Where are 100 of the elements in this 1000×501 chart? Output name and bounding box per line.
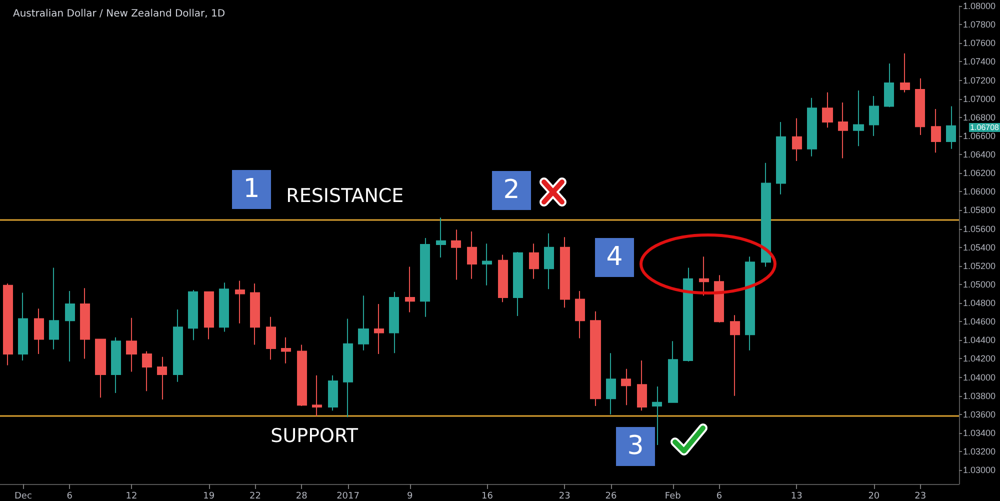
candlestick	[838, 102, 848, 159]
y-tick-label: 1.06200	[963, 168, 996, 178]
candlestick	[219, 282, 229, 332]
y-tick-label: 1.05800	[963, 205, 996, 216]
candlestick	[621, 368, 631, 406]
candlestick	[560, 236, 570, 308]
candlestick	[235, 280, 245, 324]
candlestick	[420, 238, 430, 318]
candlestick	[668, 340, 678, 403]
candlestick	[900, 52, 910, 93]
candlestick	[745, 256, 755, 351]
y-tick-label: 1.06400	[963, 150, 996, 160]
candlestick	[297, 344, 307, 407]
candlestick	[637, 360, 647, 412]
x-tick-label: 12	[126, 492, 138, 501]
candlestick	[652, 386, 662, 446]
x-tick-label: 22	[249, 492, 261, 501]
candlestick	[730, 314, 740, 396]
candlestick	[513, 251, 523, 317]
x-tick-label: 16	[482, 492, 494, 501]
annotation: 4	[595, 238, 634, 277]
candlestick	[683, 267, 693, 362]
x-tick-label: 6	[66, 492, 73, 501]
y-tick-label: 1.04600	[963, 316, 996, 327]
x-tick-label: 23	[558, 492, 570, 501]
candlestick	[389, 291, 399, 354]
y-tick-label: 1.03400	[963, 428, 996, 438]
chart-title: Australian Dollar / New Zealand Dollar, 1D	[13, 8, 226, 20]
candlestick	[49, 267, 59, 350]
candlestick	[157, 356, 167, 400]
x-tick-label: 13	[790, 492, 802, 501]
y-tick-label: 1.07800	[963, 20, 996, 30]
candlestick	[328, 374, 338, 412]
candlestick	[374, 303, 384, 355]
candlestick	[792, 118, 802, 162]
x-tick-label: 26	[605, 492, 617, 501]
candlestick	[173, 309, 183, 382]
x-tick-label: Feb	[664, 492, 682, 501]
candlestick	[95, 338, 106, 398]
ref-line-label: RESISTANCE	[286, 185, 404, 208]
x-tick-label: 20	[868, 492, 880, 501]
x-tick-label: 2017	[336, 492, 360, 501]
candlestick	[142, 350, 152, 392]
y-tick-label: 1.04000	[963, 372, 996, 382]
y-tick-label: 1.07400	[963, 56, 996, 67]
candlestick	[312, 374, 322, 417]
y-tick-label: 1.03800	[963, 390, 996, 401]
y-tick-label: 1.07600	[963, 38, 996, 48]
candlestick	[343, 318, 353, 418]
x-tick-label: 28	[296, 492, 308, 501]
candlestick	[884, 63, 894, 108]
candlestick	[482, 243, 492, 286]
y-tick-label: 1.03200	[963, 446, 996, 457]
candlestick	[436, 217, 446, 258]
candlestick	[606, 352, 616, 415]
candlestick	[699, 256, 709, 296]
y-tick-label: 1.03600	[963, 409, 996, 420]
candlestick	[126, 317, 137, 372]
candlestick	[34, 308, 44, 355]
candlestick	[915, 78, 925, 136]
y-tick-label: 1.08000	[963, 1, 996, 11]
candlestick	[358, 295, 369, 351]
annotation: 1	[232, 170, 271, 209]
y-tick-label: 1.05400	[963, 242, 996, 252]
candlestick	[761, 162, 771, 268]
candlestick	[65, 290, 75, 362]
candlestick	[714, 274, 724, 323]
y-tick-label: 1.04200	[963, 354, 996, 364]
candlestick	[111, 336, 121, 394]
candlestick	[281, 336, 291, 364]
candlestick	[807, 97, 817, 157]
y-tick-label: 1.05200	[963, 260, 996, 271]
text: 1.06708	[969, 122, 1000, 132]
y-tick-label: 1.04400	[963, 335, 996, 346]
y-tick-label: 1.06600	[963, 130, 996, 141]
candlestick	[451, 229, 461, 280]
candlestick	[18, 292, 28, 362]
x-tick-label: 23	[914, 492, 926, 501]
y-tick-label: 1.05600	[963, 224, 996, 234]
candlestick	[853, 90, 864, 147]
candlestick	[250, 283, 260, 346]
candlestick	[575, 290, 585, 339]
candlestick	[3, 283, 13, 366]
x-tick-label: Dec	[14, 492, 32, 501]
y-tick-label: 1.07200	[963, 75, 996, 86]
candlestick	[529, 243, 539, 280]
annotation: 3	[616, 427, 655, 466]
candlestick	[266, 316, 276, 360]
candlestick	[204, 291, 214, 340]
candlestick	[869, 96, 879, 136]
y-tick-label: 1.05000	[963, 279, 996, 290]
candlestick	[590, 310, 601, 407]
candlestick	[946, 106, 956, 150]
candlestick	[467, 231, 477, 280]
y-tick-label: 1.06800	[963, 112, 996, 122]
x-tick-label: 9	[407, 492, 414, 501]
x-tick-label: 19	[203, 492, 215, 501]
candlestick	[776, 122, 786, 195]
x-tick-label: 6	[716, 492, 722, 501]
candlestick	[405, 266, 415, 313]
